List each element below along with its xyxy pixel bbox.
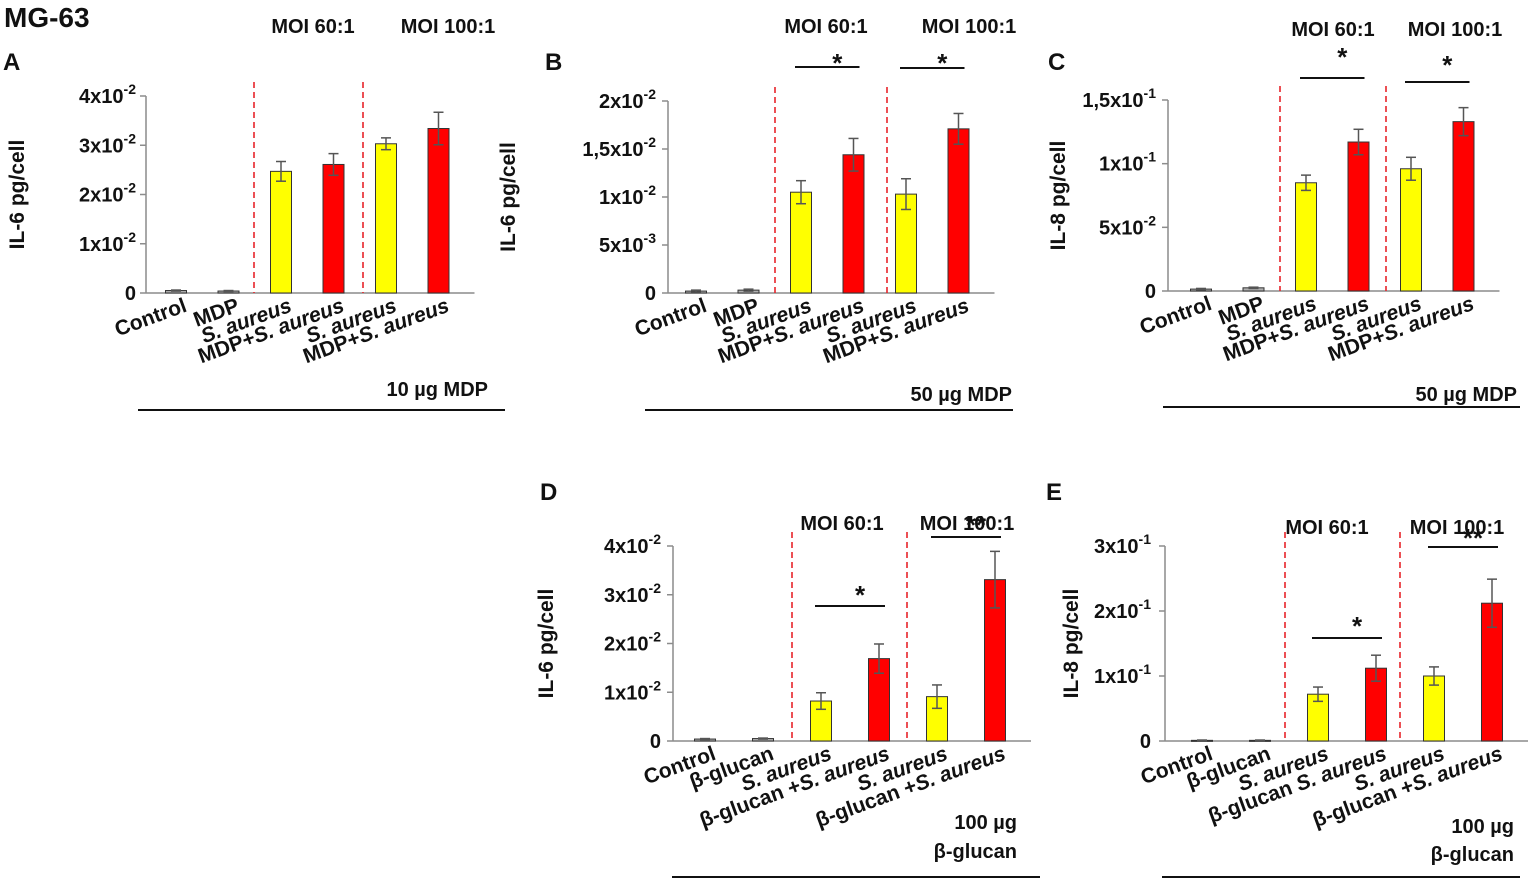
- significance-marker: **: [966, 510, 987, 540]
- y-tick-label: 0: [1145, 281, 1156, 303]
- y-tick-label: 1x10-2: [604, 677, 661, 704]
- y-tick-label: 0: [645, 283, 656, 305]
- y-tick-label: 3x10-2: [79, 130, 136, 157]
- significance-marker: *: [855, 580, 866, 610]
- figure-title: MG-63: [4, 2, 90, 33]
- moi-label: MOI 100:1: [1410, 517, 1504, 539]
- significance-marker: *: [1337, 42, 1348, 72]
- y-axis-label: IL-8 pg/cell: [1060, 589, 1083, 699]
- y-tick-label: 4x10-2: [79, 81, 136, 108]
- significance-marker: *: [937, 48, 948, 78]
- panel-a: A IL-6 pg/cell 0 1x10-2 2x10-2 3x10-2 4x10-2 MO…: [3, 16, 505, 411]
- y-tick-label: 0: [1140, 731, 1151, 753]
- y-tick-label: 2x10-1: [1094, 596, 1151, 623]
- dose-label: 50 µg MDP: [1415, 384, 1517, 406]
- panel-d: D IL-6 pg/cell 0 1x10-2 2x10-2 3x10-2 4x10-2 MO…: [535, 479, 1040, 878]
- bar: [1452, 121, 1475, 292]
- y-tick-label: 3x10-1: [1094, 531, 1151, 558]
- bar: [790, 191, 812, 294]
- bar: [1400, 168, 1422, 292]
- bar: [375, 143, 397, 294]
- panel-c: C IL-8 pg/cell 0 5x10-2 1x10-1 1,5x10-1 MOI 60…: [1047, 19, 1520, 408]
- y-tick-label: 1x10-1: [1099, 149, 1156, 176]
- y-tick-label: 1,5x10-1: [1082, 85, 1156, 112]
- y-tick-label: 1x10-2: [79, 229, 136, 256]
- panels: A IL-6 pg/cell 0 1x10-2 2x10-2 3x10-2 4x10-2 MO…: [3, 16, 1528, 878]
- moi-label: MOI 100:1: [920, 513, 1014, 535]
- bar: [1295, 182, 1317, 292]
- significance-marker: *: [1442, 50, 1453, 80]
- dose-label: 10 µg MDP: [386, 379, 488, 401]
- significance-marker: *: [832, 48, 843, 78]
- panel-letter: C: [1048, 49, 1065, 76]
- y-tick-label: 5x10-2: [1099, 212, 1156, 239]
- bar: [1347, 141, 1370, 292]
- y-axis-label: IL-6 pg/cell: [535, 589, 558, 699]
- y-tick-label: 4x10-2: [604, 531, 661, 558]
- y-tick-label: 0: [650, 731, 661, 753]
- y-tick-label: 2x10-2: [599, 86, 656, 113]
- bar: [427, 128, 450, 294]
- y-tick-label: 3x10-2: [604, 580, 661, 607]
- y-axis-label: IL-8 pg/cell: [1047, 141, 1070, 251]
- dose-label: β-glucan: [1431, 844, 1514, 866]
- dose-label: β-glucan: [934, 841, 1017, 863]
- moi-label: MOI 60:1: [1291, 19, 1374, 41]
- bar: [270, 170, 292, 294]
- moi-label: MOI 60:1: [271, 16, 354, 38]
- y-tick-label: 1,5x10-2: [582, 134, 656, 161]
- panel-letter: D: [540, 479, 557, 506]
- moi-label: MOI 100:1: [922, 16, 1016, 38]
- panel-b: B IL-6 pg/cell 0 5x10-3 1x10-2 1,5x10-2 2x10-2…: [497, 16, 1016, 411]
- dose-label: 100 µg: [1451, 816, 1514, 838]
- bar: [842, 154, 865, 294]
- dose-label: 100 µg: [954, 812, 1017, 834]
- bar: [947, 128, 970, 294]
- y-tick-label: 2x10-2: [79, 180, 136, 207]
- y-tick-label: 2x10-2: [604, 629, 661, 656]
- x-category-label: Control: [632, 294, 710, 341]
- moi-label: MOI 60:1: [800, 513, 883, 535]
- y-tick-label: 1x10-2: [599, 182, 656, 209]
- x-category-label: Control: [112, 294, 190, 341]
- moi-label: MOI 60:1: [784, 16, 867, 38]
- dose-label: 50 µg MDP: [910, 384, 1012, 406]
- moi-label: MOI 100:1: [401, 16, 495, 38]
- panel-letter: B: [545, 49, 562, 76]
- moi-label: MOI 60:1: [1285, 517, 1368, 539]
- panel-letter: E: [1046, 479, 1062, 506]
- moi-label: MOI 100:1: [1408, 19, 1502, 41]
- y-tick-label: 1x10-1: [1094, 661, 1151, 688]
- significance-marker: **: [1463, 523, 1484, 553]
- y-tick-label: 5x10-3: [599, 230, 656, 257]
- y-tick-label: 0: [125, 283, 136, 305]
- panel-e: E IL-8 pg/cell 0 1x10-1 2x10-1 3x10-1 MOI 60:1…: [1046, 479, 1528, 878]
- significance-marker: *: [1352, 611, 1363, 641]
- bar: [322, 163, 345, 294]
- y-axis-label: IL-6 pg/cell: [6, 140, 29, 250]
- panel-letter: A: [3, 49, 20, 76]
- y-axis-label: IL-6 pg/cell: [497, 142, 520, 252]
